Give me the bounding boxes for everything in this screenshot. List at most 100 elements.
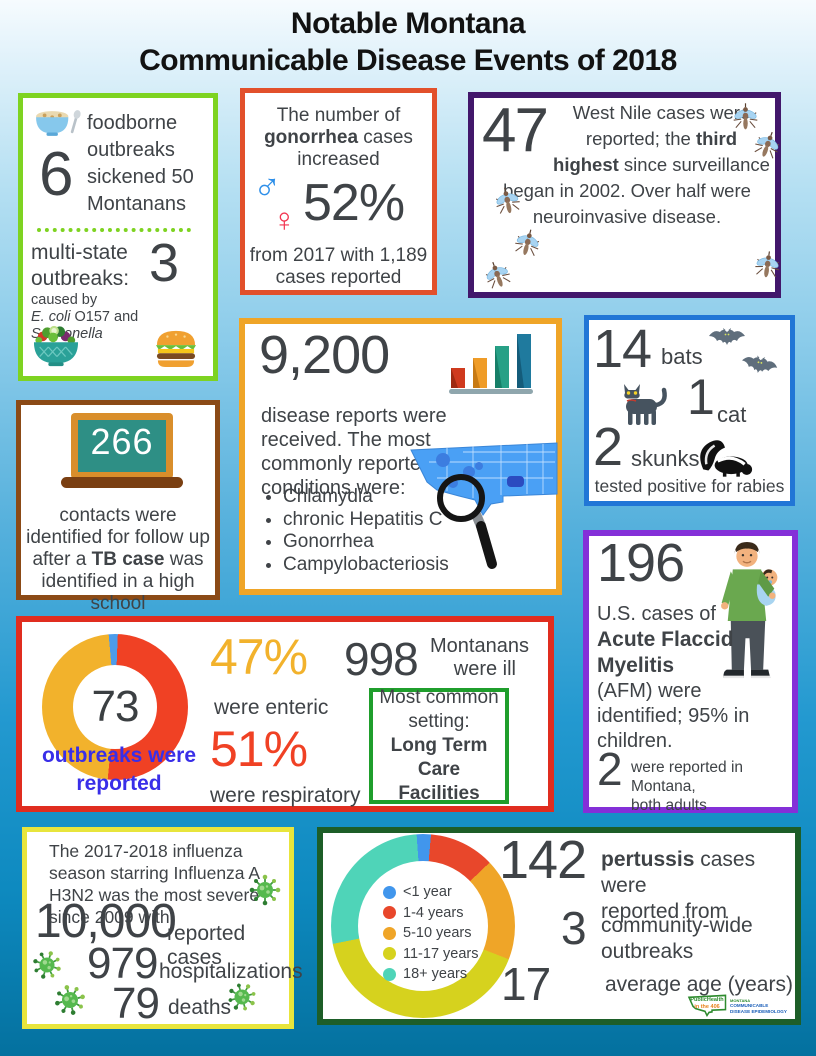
flu-cases-count: 10,000 [35, 895, 177, 948]
gonorrhea-bold: gonorrhea [264, 127, 359, 148]
ill-label2: were ill [453, 658, 516, 680]
reports-line2: The most commonly reported conditions we… [261, 429, 433, 499]
outbreaks-count: 73 [73, 665, 157, 749]
skunk-icon [700, 440, 753, 477]
logo-montana-shape: PublicHealth in the 406 [687, 994, 727, 1018]
pertussis-age: 17 [501, 958, 551, 1010]
outbreaks-caption: outbreaks were reported [14, 742, 224, 798]
reports-count: 9,200 [259, 325, 390, 385]
magnifying-glass-icon [437, 474, 497, 569]
flu-hospitalizations-label: hospitalizations [159, 960, 303, 983]
gonorrhea-head2-rest: cases [358, 127, 413, 148]
ill-label1: Montanans [430, 635, 529, 657]
legend-item: 5-10 years [383, 923, 479, 944]
afm-count: 196 [597, 533, 685, 593]
virus-icon [50, 980, 90, 1020]
mosquito-icon [480, 257, 514, 292]
legend-item: 18+ years [383, 964, 479, 985]
logo-text2: in the 406 [694, 1004, 720, 1010]
cat-label: cat [717, 402, 747, 427]
afm-montana-count: 2 [597, 743, 623, 795]
bat-icon [740, 352, 779, 377]
male-symbol-icon: ♂ [253, 167, 282, 209]
west-nile-text: 47 West Nile cases were reported; the th… [482, 100, 772, 230]
pertussis-legend: <1 year 1-4 years 5-10 years 11-17 years… [383, 882, 479, 985]
west-nile-bold: third highest [553, 128, 738, 175]
influenza-intro: The 2017-2018 influenza season starring … [49, 841, 260, 927]
legend-dot [383, 967, 396, 981]
montana-outline-icon [687, 994, 727, 1018]
hamburger-icon [156, 330, 196, 368]
foodborne-count: 6 [39, 140, 73, 209]
gonorrhea-head1: The number of [276, 105, 401, 126]
legend-dot [383, 947, 396, 961]
logo-epidemiology-label: DISEASE EPIDEMIOLOGY [730, 1008, 787, 1014]
legend-label: 18+ years [403, 966, 468, 982]
pertussis-t2: reported from [601, 900, 728, 923]
gonorrhea-percent: 52% [303, 174, 405, 232]
pertussis-outbreaks-label: community-wide outbreaks [601, 913, 753, 965]
skunk-count: 2 [593, 417, 623, 477]
gonorrhea-headline: The number of gonorrhea cases increased [245, 105, 432, 171]
card-afm: 196 U.S. cases of Acute Flaccid My [583, 530, 798, 814]
afm-text: U.S. cases of Acute Flaccid Myelitis (AF… [597, 602, 749, 754]
setting-line4: Facilities [398, 783, 480, 804]
enteric-percent: 47% [210, 629, 308, 685]
flu-deaths-count: 79 [112, 979, 160, 1028]
condition-item: chronic Hepatitis C [283, 509, 449, 531]
afm-line5: identified; 95% in [597, 705, 750, 727]
card-rabies: 14 bats 1 cat 2 skunks tested positive f… [584, 315, 795, 506]
mosquito-icon [512, 226, 544, 259]
card-influenza: The 2017-2018 influenza season starring … [22, 827, 303, 1029]
condition-item: Campylobacteriosis [283, 554, 449, 576]
card-west-nile: 47 West Nile cases were reported; the th… [468, 92, 785, 298]
bat-icon [709, 328, 745, 345]
pertussis-donut-hole [358, 861, 488, 991]
outbreaks-l1: community-wide [601, 914, 753, 937]
conditions-list: Chlamydia chronic Hepatitis C Gonorrhea … [261, 486, 449, 576]
pertussis-t1-rest: cases were [601, 848, 756, 897]
title-line1: Notable Montana [290, 7, 526, 40]
west-nile-count: 47 [482, 96, 549, 165]
logo-text1: PublicHealth [690, 997, 724, 1003]
skunk-label: skunks [631, 446, 700, 471]
condition-item: Gonorrhea [283, 531, 449, 553]
legend-label: 1-4 years [403, 904, 464, 921]
bats-count: 14 [593, 319, 652, 379]
gonorrhea-head3: increased [297, 149, 380, 170]
salad-icon [33, 325, 79, 367]
cereal-bowl-icon [36, 110, 81, 136]
card-pertussis: <1 year 1-4 years 5-10 years 11-17 years… [317, 827, 801, 1025]
legend-label: 11-17 years [403, 945, 479, 962]
mosquito-icon [732, 102, 759, 130]
chalkboard-icon [61, 413, 183, 488]
virus-icon [249, 874, 281, 906]
dotted-divider [37, 228, 191, 232]
setting-box: Most common setting: Long Term Care Faci… [369, 687, 509, 804]
cat-count: 1 [687, 369, 715, 425]
legend-dot [383, 926, 396, 940]
setting-line1: Most common [379, 687, 499, 708]
reports-text: disease reports were received. The most … [261, 404, 491, 500]
outbreaks-donut-chart: 73 [42, 634, 188, 780]
card-disease-reports: 9,200 disease reports were received. The… [239, 318, 562, 595]
logo-communicable-label: COMMUNICABLE [730, 1003, 769, 1009]
condition-item: Chlamydia [283, 486, 449, 508]
afm-line2: Acute Flaccid [597, 628, 734, 651]
tb-contacts-count: 266 [90, 421, 154, 462]
afm-mt-line1: were reported in Montana, [631, 759, 744, 795]
mosquito-icon [753, 249, 782, 280]
tb-bold: TB case [91, 549, 165, 570]
legend-item: 1-4 years [383, 903, 479, 924]
ill-count: 998 [344, 633, 419, 685]
enteric-label: were enteric [214, 696, 329, 719]
legend-item: 11-17 years [383, 944, 479, 965]
bar-chart-icon [449, 334, 533, 394]
pertussis-donut-chart: <1 year 1-4 years 5-10 years 11-17 years… [331, 834, 515, 1018]
man-holding-baby-icon [721, 542, 778, 679]
respiratory-percent: 51% [210, 721, 308, 777]
pertussis-text: pertussis cases were reported from [601, 847, 795, 925]
outbreaks-l2: outbreaks [601, 940, 694, 963]
legend-label: 5-10 years [403, 925, 472, 941]
flu-deaths-label: deaths [168, 996, 232, 1019]
